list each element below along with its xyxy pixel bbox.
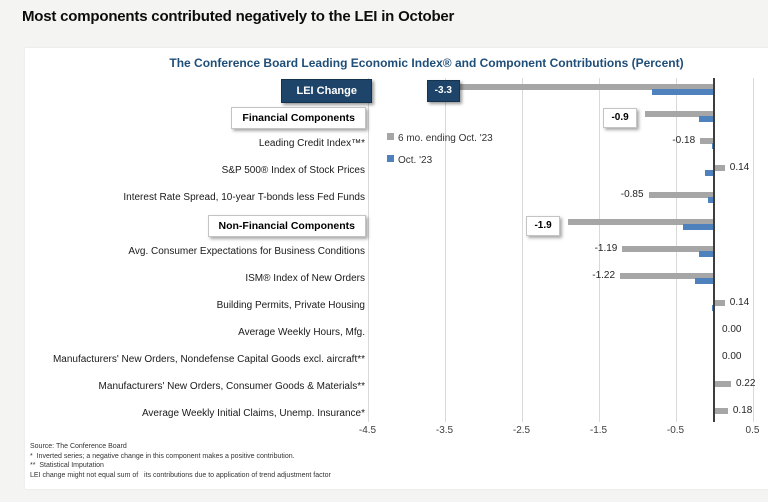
footnote-line: * Inverted series; a negative change in … (30, 452, 295, 460)
bar-6mo (459, 84, 714, 90)
category-label: Avg. Consumer Expectations for Business … (128, 246, 365, 257)
value-label-box: -1.9 (526, 216, 560, 236)
bar-oct (711, 143, 714, 149)
legend-item: 6 mo. ending Oct. '23 (387, 128, 493, 144)
value-label: -0.85 (620, 189, 644, 200)
value-label: 0.00 (722, 324, 742, 335)
category-label: ISM® Index of New Orders (245, 273, 365, 284)
legend-label: 6 mo. ending Oct. '23 (398, 133, 493, 144)
footnote-line: Source: The Conference Board (30, 443, 127, 450)
chart-title: The Conference Board Leading Economic In… (169, 56, 684, 70)
zero-axis-line (713, 78, 715, 422)
value-label: 0.22 (735, 378, 756, 389)
category-label-box: Non-Financial Components (207, 215, 366, 237)
page-title: Most components contributed negatively t… (22, 8, 455, 25)
x-tick-label: -2.5 (512, 425, 531, 436)
bar-6mo (620, 273, 714, 279)
category-label-box: LEI Change (281, 79, 372, 103)
bar-oct (707, 197, 714, 203)
footnote-line: LEI change might not equal sum of its co… (30, 471, 331, 479)
bar-6mo (700, 138, 714, 144)
category-label: Leading Credit Index™* (258, 138, 365, 149)
gridline (598, 78, 600, 422)
category-label: Average Weekly Initial Claims, Unemp. In… (141, 408, 365, 419)
category-label: Interest Rate Spread, 10-year T-bonds le… (123, 192, 365, 203)
bar-6mo (622, 246, 714, 252)
value-label-box: -3.3 (426, 80, 460, 102)
bar-oct (652, 89, 714, 95)
bar-6mo (644, 111, 714, 117)
bar-6mo (648, 192, 714, 198)
value-label: -0.18 (672, 135, 696, 146)
category-label-box: Financial Components (231, 107, 366, 129)
footnotes: Source: The Conference Board * Inverted s… (30, 442, 331, 480)
value-label: 0.14 (729, 162, 750, 173)
value-label: 0.18 (732, 405, 753, 416)
category-label: S&P 500® Index of Stock Prices (221, 165, 365, 176)
footnote-line: ** Statistical Imputation (30, 462, 104, 469)
chart-card: The Conference Board Leading Economic In… (25, 48, 768, 489)
value-label: -1.19 (594, 243, 618, 254)
category-label: Average Weekly Hours, Mfg. (238, 327, 365, 338)
bar-oct (698, 251, 714, 257)
bar-6mo (714, 300, 725, 306)
value-label: 0.00 (722, 351, 742, 362)
value-label: 0.14 (729, 297, 750, 308)
legend-swatch-oct (387, 155, 394, 162)
value-label: -1.22 (592, 270, 616, 281)
legend-item: Oct. '23 (387, 150, 432, 166)
bar-oct (694, 278, 714, 284)
x-tick-label: -0.5 (666, 425, 685, 436)
x-tick-label: 0.5 (745, 425, 760, 436)
gridline (444, 78, 446, 422)
category-label: Building Permits, Private Housing (216, 300, 365, 311)
gridline (521, 78, 523, 422)
bar-oct (698, 116, 714, 122)
bar-oct (704, 170, 714, 176)
value-label-box: -0.9 (603, 108, 637, 128)
category-label: Manufacturers' New Orders, Nondefense Ca… (52, 354, 365, 365)
legend-label: Oct. '23 (398, 155, 433, 166)
bar-6mo (714, 165, 725, 171)
bar-6mo (714, 408, 728, 414)
lei-contributions-chart: LEI Change Financial Components Leading Cr… (25, 48, 768, 489)
gridline (752, 78, 754, 422)
x-tick-label: -4.5 (358, 425, 377, 436)
x-tick-label: -3.5 (435, 425, 454, 436)
bar-oct (683, 224, 714, 230)
x-tick-label: -1.5 (589, 425, 608, 436)
gridline (367, 78, 369, 422)
bar-6mo (714, 381, 731, 387)
legend-swatch-six_mo (387, 133, 394, 140)
category-label: Manufacturers' New Orders, Consumer Good… (98, 381, 365, 392)
bar-6mo (567, 219, 714, 225)
